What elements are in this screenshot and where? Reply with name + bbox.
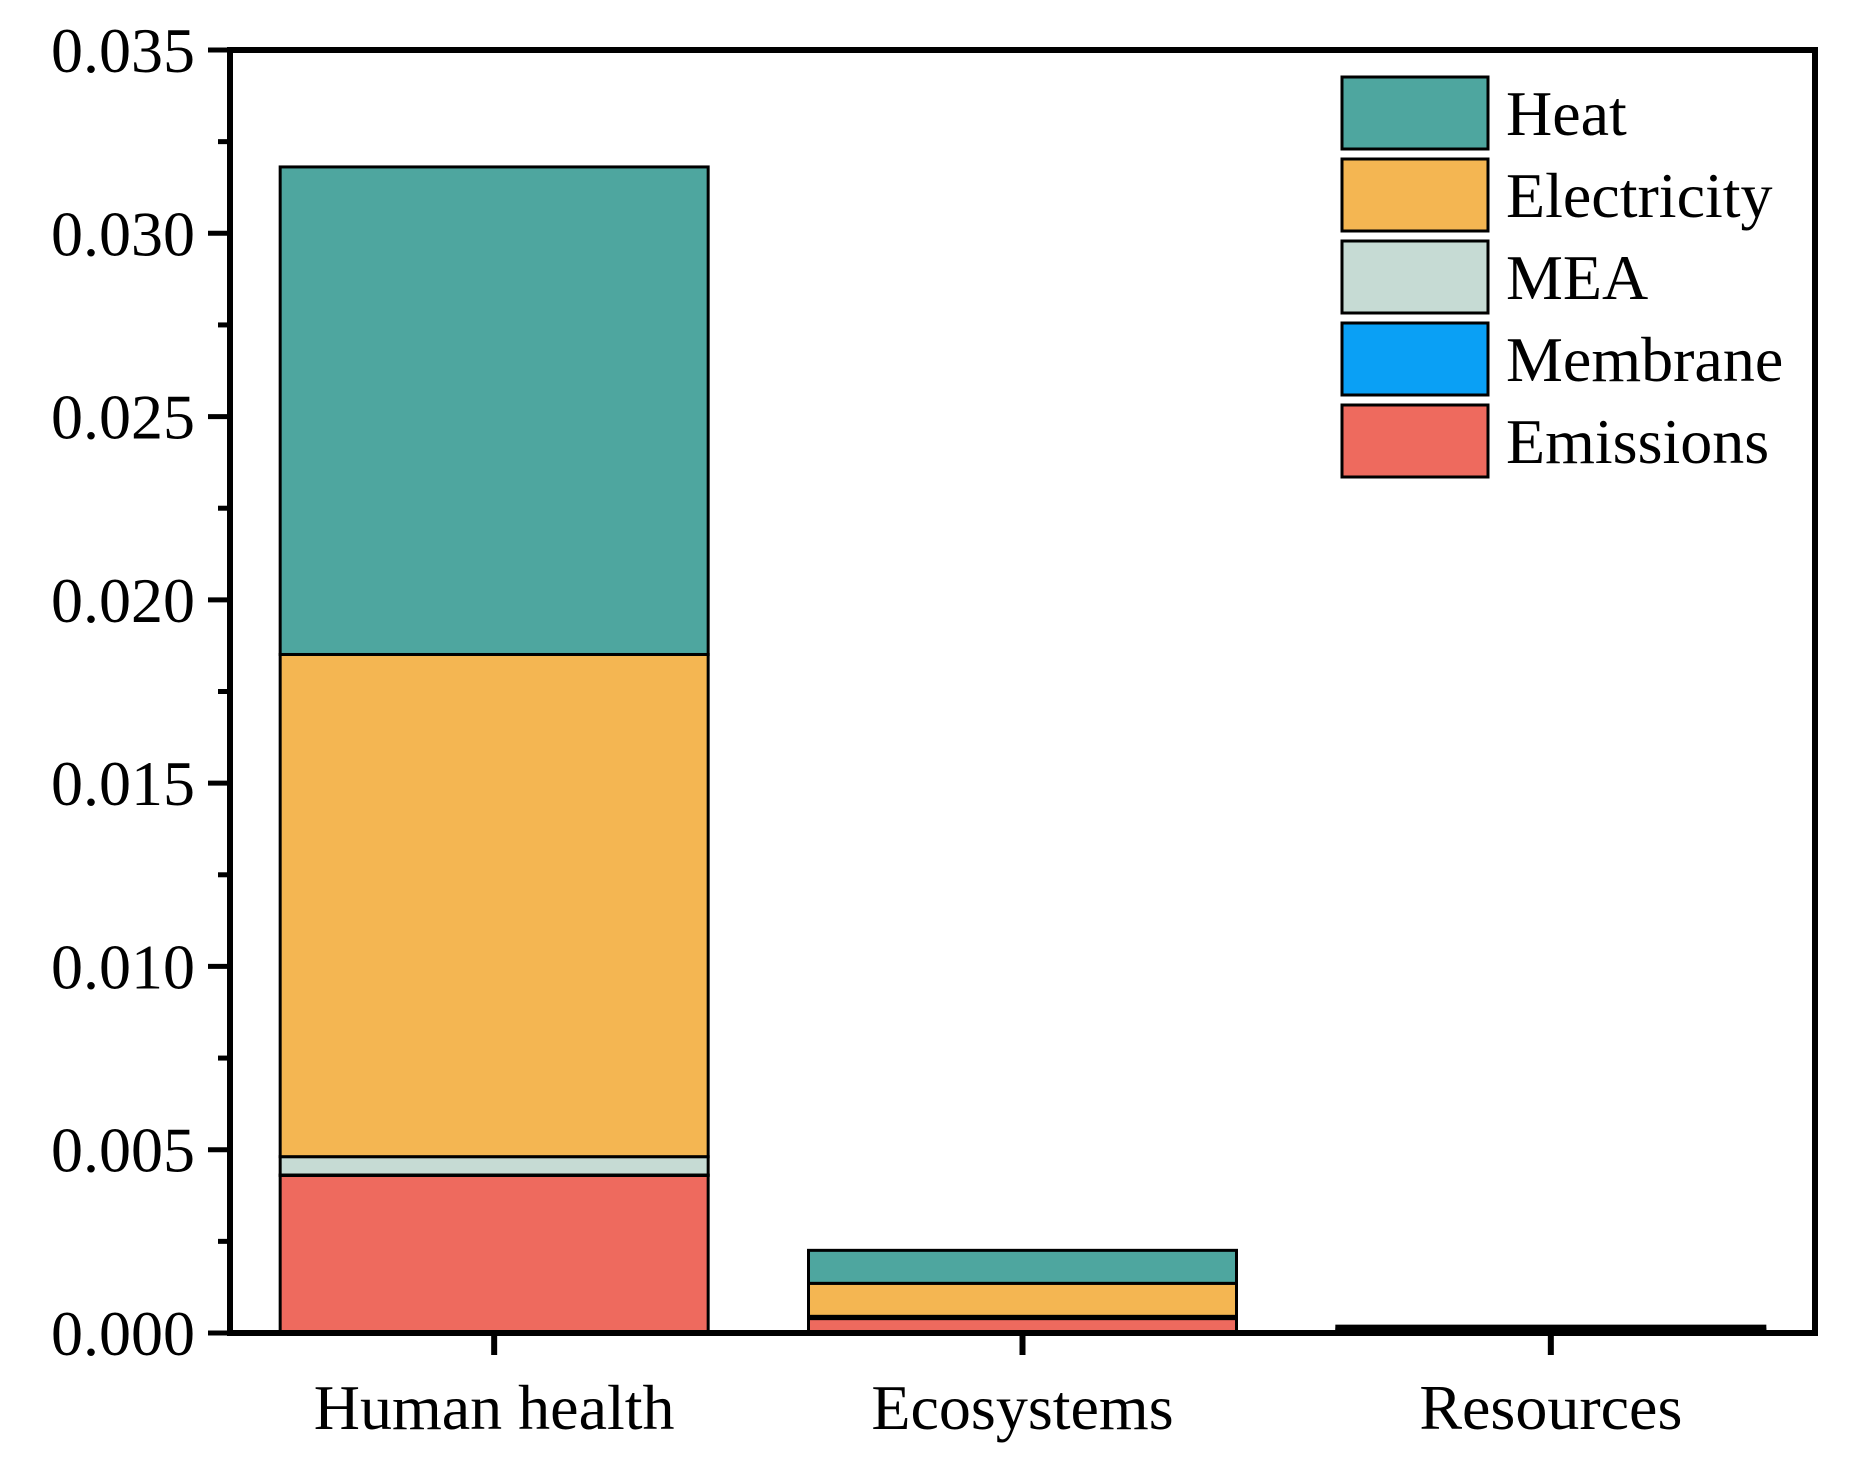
legend-swatch bbox=[1340, 75, 1490, 151]
y-tick-label: 0.010 bbox=[51, 931, 195, 1002]
bar-mea-human-health bbox=[278, 1155, 710, 1177]
y-tick-label: 0.000 bbox=[51, 1298, 195, 1369]
legend-swatch bbox=[1340, 239, 1490, 315]
legend-item-electricity: Electricity bbox=[1340, 157, 1773, 233]
legend-item-emissions: Emissions bbox=[1340, 403, 1769, 479]
y-tick-label: 0.005 bbox=[51, 1115, 195, 1186]
x-axis: Human health Ecosystems Resources bbox=[314, 1333, 1682, 1443]
bar-electricity-human-health bbox=[278, 652, 710, 1159]
x-tick-label: Ecosystems bbox=[871, 1372, 1173, 1443]
legend-label: Electricity bbox=[1506, 160, 1773, 231]
bar-heat-resources bbox=[1335, 1324, 1767, 1331]
plot-frame bbox=[227, 47, 1818, 1336]
y-tick-label: 0.035 bbox=[51, 15, 195, 86]
legend-item-membrane: Membrane bbox=[1340, 321, 1783, 397]
y-tick-label: 0.025 bbox=[51, 382, 195, 453]
bar-stack-human-health bbox=[278, 165, 710, 1335]
y-axis: 0.000 0.005 0.010 0.015 0.020 0.025 0.030 0.035 bbox=[51, 15, 230, 1369]
legend-label: MEA bbox=[1506, 242, 1648, 313]
bar-stack-ecosystems bbox=[807, 1248, 1238, 1335]
bar-electricity-ecosystems bbox=[807, 1281, 1238, 1318]
bar-emissions-human-health bbox=[278, 1173, 710, 1335]
x-tick-label: Human health bbox=[314, 1372, 675, 1443]
legend-label: Membrane bbox=[1506, 324, 1783, 395]
legend-label: Heat bbox=[1506, 78, 1627, 149]
y-tick-label: 0.015 bbox=[51, 748, 195, 819]
legend-label: Emissions bbox=[1506, 406, 1769, 477]
bar-heat-ecosystems bbox=[807, 1248, 1238, 1285]
legend-swatch bbox=[1340, 403, 1490, 479]
y-tick-label: 0.020 bbox=[51, 565, 195, 636]
y-tick-label: 0.030 bbox=[51, 198, 195, 269]
legend-item-mea: MEA bbox=[1340, 239, 1648, 315]
x-tick-label: Resources bbox=[1419, 1372, 1682, 1443]
legend: Heat Electricity MEA Membrane Emissions bbox=[1340, 75, 1783, 479]
bars-group bbox=[278, 165, 1767, 1335]
legend-swatch bbox=[1340, 321, 1490, 397]
legend-item-heat: Heat bbox=[1340, 75, 1627, 151]
bar-heat-human-health bbox=[278, 165, 710, 656]
legend-swatch bbox=[1340, 157, 1490, 233]
